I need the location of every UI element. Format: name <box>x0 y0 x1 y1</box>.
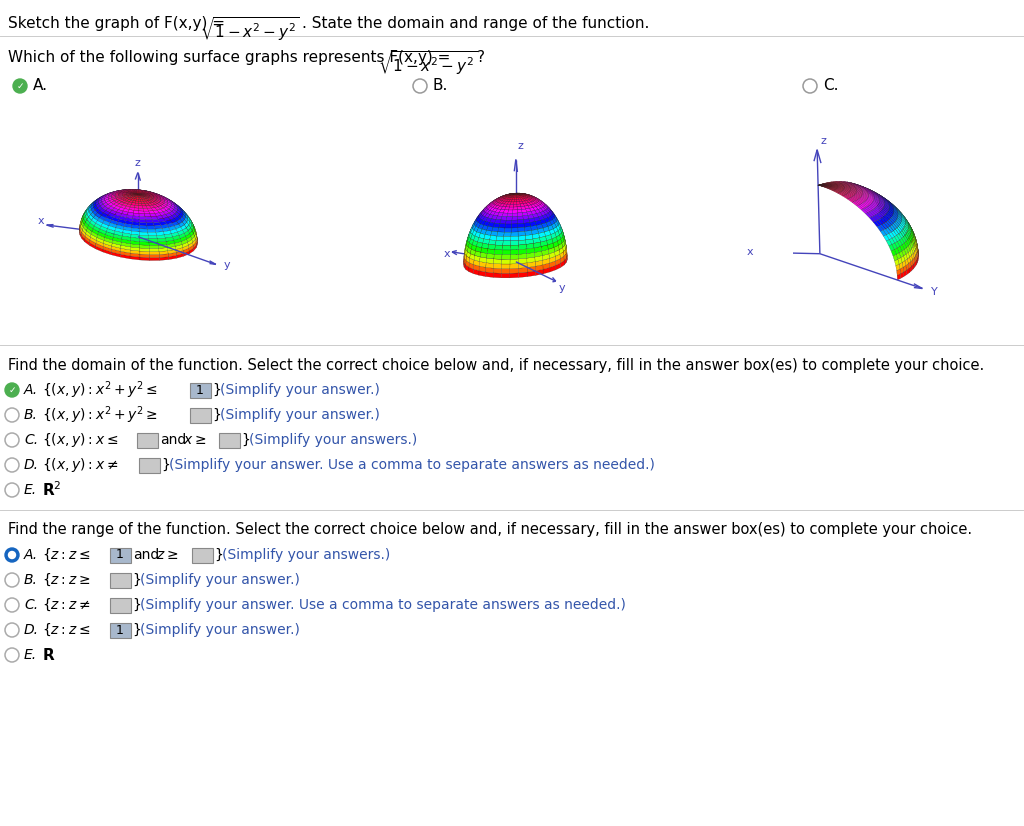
Text: $\}$: $\}$ <box>132 622 141 638</box>
Text: C.: C. <box>823 78 839 93</box>
Text: $\{z: z \neq$: $\{z: z \neq$ <box>42 597 90 613</box>
Text: B.: B. <box>433 78 449 93</box>
Text: (Simplify your answers.): (Simplify your answers.) <box>222 548 390 562</box>
Text: D.: D. <box>24 458 39 472</box>
Text: Sketch the graph of F(x,y) =: Sketch the graph of F(x,y) = <box>8 16 229 31</box>
Text: (Simplify your answer. Use a comma to separate answers as needed.): (Simplify your answer. Use a comma to se… <box>140 598 626 612</box>
Text: $\{z: z \geq$: $\{z: z \geq$ <box>42 572 90 588</box>
Text: $\{(x,y): x^2 + y^2 \geq$: $\{(x,y): x^2 + y^2 \geq$ <box>42 404 158 425</box>
Text: $\{(x,y): x \neq$: $\{(x,y): x \neq$ <box>42 456 119 474</box>
Text: $\{z: z \leq$: $\{z: z \leq$ <box>42 622 90 638</box>
Text: Which of the following surface graphs represents F(x,y) =: Which of the following surface graphs re… <box>8 50 456 65</box>
Text: C.: C. <box>24 433 38 447</box>
FancyBboxPatch shape <box>138 458 160 472</box>
Text: . State the domain and range of the function.: . State the domain and range of the func… <box>302 16 649 31</box>
Text: ✓: ✓ <box>8 386 15 395</box>
Circle shape <box>5 548 19 562</box>
Text: B.: B. <box>24 408 38 422</box>
Text: E.: E. <box>24 483 37 497</box>
Text: B.: B. <box>24 573 38 587</box>
Circle shape <box>8 552 15 558</box>
Text: ?: ? <box>477 50 485 65</box>
Circle shape <box>13 79 27 93</box>
Text: Find the domain of the function. Select the correct choice below and, if necessa: Find the domain of the function. Select … <box>8 358 984 373</box>
FancyBboxPatch shape <box>110 597 130 613</box>
Text: $\}$: $\}$ <box>241 432 250 449</box>
Text: A.: A. <box>33 78 48 93</box>
Text: $\sqrt{1-x^2-y^2}$: $\sqrt{1-x^2-y^2}$ <box>200 16 299 44</box>
Text: 1: 1 <box>116 548 124 562</box>
Text: (Simplify your answers.): (Simplify your answers.) <box>249 433 417 447</box>
FancyBboxPatch shape <box>136 433 158 448</box>
Text: and: and <box>133 548 160 562</box>
Text: $\}$: $\}$ <box>212 407 221 423</box>
FancyBboxPatch shape <box>110 548 130 563</box>
Text: $\{z: z \leq$: $\{z: z \leq$ <box>42 547 90 563</box>
Text: (Simplify your answer. Use a comma to separate answers as needed.): (Simplify your answer. Use a comma to se… <box>169 458 655 472</box>
Text: $\mathbf{R}^2$: $\mathbf{R}^2$ <box>42 481 61 500</box>
Text: $\{(x,y): x^2 + y^2 \leq$: $\{(x,y): x^2 + y^2 \leq$ <box>42 379 158 401</box>
Text: (Simplify your answer.): (Simplify your answer.) <box>140 623 300 637</box>
Text: C.: C. <box>24 598 38 612</box>
Circle shape <box>5 383 19 397</box>
Text: $\}$: $\}$ <box>212 382 221 398</box>
FancyBboxPatch shape <box>189 382 211 397</box>
FancyBboxPatch shape <box>110 572 130 587</box>
Text: $\}$: $\}$ <box>132 597 141 613</box>
FancyBboxPatch shape <box>110 623 130 638</box>
Text: Find the range of the function. Select the correct choice below and, if necessar: Find the range of the function. Select t… <box>8 522 972 537</box>
Text: $z \geq$: $z \geq$ <box>156 548 178 562</box>
Text: (Simplify your answer.): (Simplify your answer.) <box>220 383 380 397</box>
Text: E.: E. <box>24 648 37 662</box>
Text: and: and <box>160 433 186 447</box>
Text: $\}$: $\}$ <box>161 457 170 473</box>
FancyBboxPatch shape <box>189 407 211 423</box>
FancyBboxPatch shape <box>191 548 213 563</box>
FancyBboxPatch shape <box>218 433 240 448</box>
Text: (Simplify your answer.): (Simplify your answer.) <box>220 408 380 422</box>
Text: $\mathbf{R}$: $\mathbf{R}$ <box>42 647 55 663</box>
Text: ✓: ✓ <box>16 82 24 91</box>
Text: $x \geq$: $x \geq$ <box>183 433 207 447</box>
Text: $\{(x,y): x \leq$: $\{(x,y): x \leq$ <box>42 431 119 449</box>
Text: A.: A. <box>24 548 38 562</box>
Text: A.: A. <box>24 383 38 397</box>
Text: 1: 1 <box>116 624 124 637</box>
Text: (Simplify your answer.): (Simplify your answer.) <box>140 573 300 587</box>
Text: $\sqrt{1-x^2-y^2}$: $\sqrt{1-x^2-y^2}$ <box>378 50 477 78</box>
Text: $\}$: $\}$ <box>214 547 223 563</box>
Text: 1: 1 <box>196 383 204 396</box>
Text: $\}$: $\}$ <box>132 572 141 588</box>
Text: D.: D. <box>24 623 39 637</box>
